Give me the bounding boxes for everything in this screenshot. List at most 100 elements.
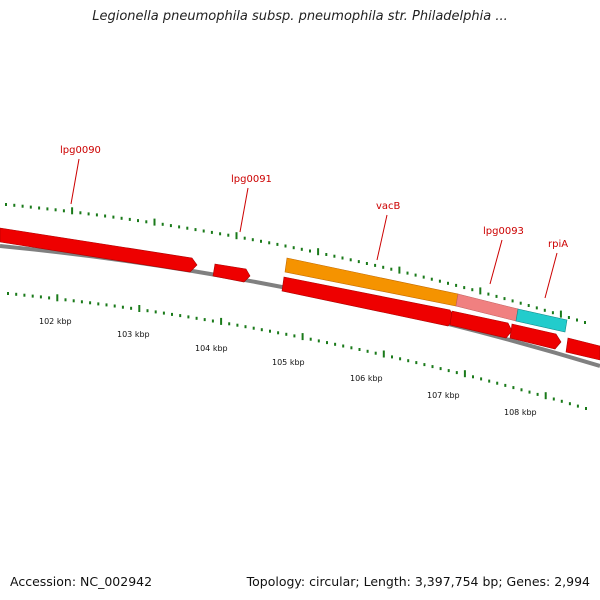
major-tick — [138, 305, 141, 312]
minor-tick — [374, 263, 377, 267]
gene-rpiA[interactable] — [515, 308, 568, 333]
minor-tick — [21, 204, 24, 208]
minor-tick — [5, 203, 7, 206]
major-tick — [56, 294, 59, 302]
minor-tick — [219, 232, 222, 236]
gene-rev-3[interactable] — [509, 323, 562, 350]
minor-tick — [487, 292, 490, 296]
minor-tick — [46, 207, 49, 211]
gene-lpg0091[interactable] — [212, 263, 251, 283]
map-title: Legionella pneumophila subsp. pneumophil… — [92, 9, 508, 24]
minor-tick — [260, 328, 263, 332]
minor-tick — [576, 404, 579, 408]
minor-tick — [382, 265, 385, 269]
minor-tick — [194, 228, 197, 232]
minor-tick — [512, 386, 515, 390]
minor-tick — [54, 208, 57, 212]
minor-tick — [341, 256, 344, 260]
minor-tick — [406, 271, 409, 275]
minor-tick — [244, 325, 247, 329]
forward-genes — [0, 227, 568, 333]
minor-tick — [325, 253, 328, 256]
kbp-label: 103 kbp — [117, 330, 150, 339]
minor-tick — [79, 211, 82, 215]
gene-label[interactable]: lpg0093 — [483, 226, 524, 237]
minor-tick — [438, 279, 441, 283]
major-tick — [220, 317, 223, 325]
minor-tick — [252, 326, 255, 330]
major-tick — [463, 370, 466, 378]
minor-tick — [62, 209, 65, 213]
minor-tick — [195, 316, 198, 320]
minor-tick — [535, 306, 538, 310]
minor-tick — [551, 311, 554, 315]
minor-tick — [95, 213, 98, 217]
minor-tick — [48, 296, 51, 300]
minor-tick — [23, 293, 26, 297]
minor-tick — [471, 288, 474, 292]
minor-tick — [430, 277, 433, 281]
gene-lpg0090[interactable] — [0, 227, 198, 273]
gene-rev-4[interactable] — [565, 337, 600, 361]
minor-tick — [455, 283, 458, 287]
major-tick — [317, 248, 320, 256]
minor-tick — [87, 212, 90, 216]
minor-tick — [72, 299, 75, 303]
minor-tick — [422, 275, 425, 279]
minor-tick — [407, 359, 410, 363]
minor-tick — [285, 332, 288, 336]
minor-tick — [560, 399, 563, 403]
minor-tick — [495, 294, 498, 298]
minor-tick — [236, 323, 239, 327]
minor-tick — [121, 305, 124, 309]
minor-tick — [120, 216, 123, 220]
gene-label[interactable]: lpg0091 — [231, 174, 272, 185]
minor-tick — [366, 349, 369, 353]
minor-tick — [390, 267, 393, 271]
minor-tick — [488, 379, 491, 383]
minor-tick — [357, 260, 360, 264]
minor-tick — [162, 311, 165, 315]
kbp-label: 105 kbp — [272, 358, 305, 367]
minor-tick — [349, 258, 352, 262]
minor-tick — [187, 315, 190, 319]
minor-tick — [243, 236, 246, 240]
minor-tick — [439, 367, 442, 371]
outer-tick-row — [5, 203, 586, 324]
minor-tick — [186, 226, 189, 230]
minor-tick — [568, 402, 571, 406]
minor-tick — [15, 292, 18, 296]
gene-rev-2[interactable] — [449, 310, 513, 339]
gene-label[interactable]: lpg0090 — [60, 145, 101, 156]
minor-tick — [536, 392, 539, 396]
minor-tick — [38, 206, 41, 210]
minor-tick — [552, 397, 555, 401]
minor-tick — [309, 249, 311, 253]
minor-tick — [463, 286, 466, 290]
minor-tick — [503, 297, 506, 301]
minor-tick — [543, 308, 546, 312]
minor-tick — [423, 363, 426, 367]
minor-tick — [97, 302, 100, 306]
minor-tick — [7, 292, 9, 295]
minor-tick — [179, 314, 182, 318]
gene-label[interactable]: rpiA — [548, 239, 568, 250]
minor-tick — [391, 355, 393, 359]
minor-tick — [276, 242, 279, 246]
minor-tick — [528, 390, 531, 394]
minor-tick — [567, 316, 570, 319]
minor-tick — [268, 241, 271, 245]
minor-tick — [154, 310, 157, 314]
minor-tick — [415, 361, 418, 365]
minor-tick — [292, 246, 295, 250]
gene-label[interactable]: vacB — [376, 201, 401, 212]
minor-tick — [527, 304, 530, 307]
minor-tick — [112, 215, 115, 219]
minor-tick — [365, 262, 368, 265]
minor-tick — [227, 233, 230, 237]
minor-tick — [455, 371, 458, 375]
minor-tick — [585, 407, 587, 410]
minor-tick — [431, 365, 434, 369]
minor-tick — [130, 306, 133, 310]
major-tick — [398, 266, 401, 274]
